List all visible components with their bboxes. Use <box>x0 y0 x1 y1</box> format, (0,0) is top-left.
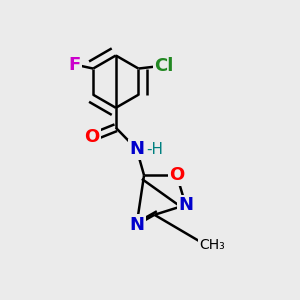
Text: Cl: Cl <box>154 57 174 75</box>
Text: F: F <box>68 56 81 74</box>
Text: O: O <box>84 128 100 146</box>
Text: CH₃: CH₃ <box>200 238 225 251</box>
Text: N: N <box>129 140 144 158</box>
Text: N: N <box>178 196 193 214</box>
Text: N: N <box>129 216 144 234</box>
Text: -H: -H <box>146 142 163 157</box>
Text: O: O <box>169 166 184 184</box>
